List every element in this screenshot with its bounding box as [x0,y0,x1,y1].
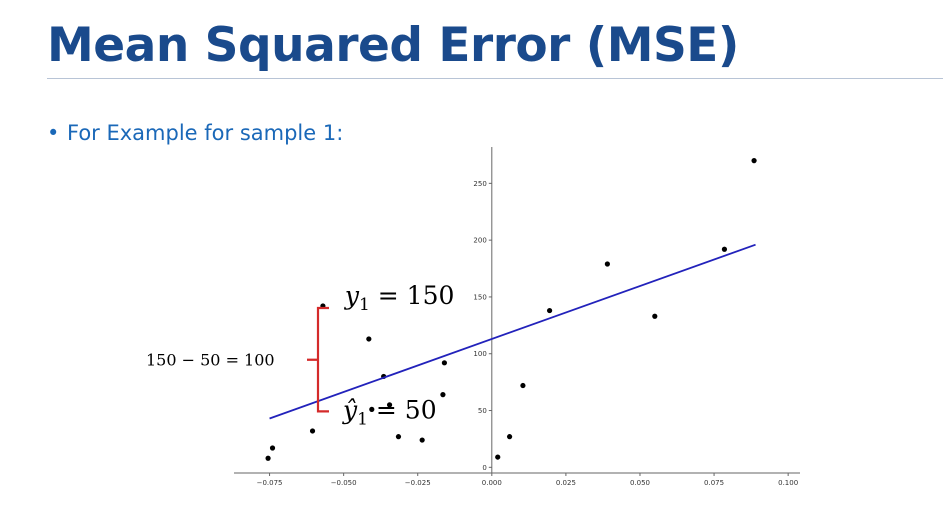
data-point [652,313,658,319]
data-point [604,261,610,267]
x-tick-label: 0.025 [556,479,576,487]
y-tick-label: 100 [473,350,486,358]
actual-y-value: = 150 [370,281,455,310]
y-tick-label: 0 [482,464,486,472]
y-tick-label: 250 [473,180,486,188]
x-tick-label: 0.000 [482,479,502,487]
predicted-value-label: ŷ1 = 50 [342,395,437,429]
y-tick-label: 200 [473,237,486,245]
y-tick-label: 50 [478,407,487,415]
x-tick-label: 0.050 [630,479,650,487]
plot-axes: −0.075 −0.050 −0.025 0.000 0.025 0.050 0.075 0.… [234,147,800,487]
predicted-y-symbol: ŷ [342,395,358,424]
actual-y-symbol: y [344,281,360,310]
data-point [546,307,553,314]
x-tick-label: 0.075 [704,479,724,487]
regression-line-group [269,243,756,420]
x-tick-label: −0.075 [257,479,283,487]
data-point [395,434,402,440]
data-point [419,437,425,443]
x-tick-label: 0.100 [778,479,798,487]
regression-line [269,243,756,420]
data-point [309,428,316,434]
data-point [441,360,447,366]
slide-title: Mean Squared Error (MSE) [47,18,739,73]
annotation-group: y1 = 150 ŷ1 = 50 150 − 50 = 100 [146,281,454,429]
predicted-y-value: = 50 [368,395,437,424]
x-tick-label: −0.050 [331,479,357,487]
difference-label: 150 − 50 = 100 [146,351,275,370]
data-point [721,246,728,252]
data-point [440,392,446,398]
data-point [386,402,393,408]
x-tick-label: −0.025 [405,479,431,487]
difference-bracket [307,306,329,413]
actual-value-label: y1 = 150 [344,281,455,315]
data-point [520,382,526,389]
data-point [751,158,757,164]
data-points [265,158,757,461]
bullet-dot-icon: • [47,121,60,145]
data-point [265,455,271,461]
bullet-item: • For Example for sample 1: [47,121,343,145]
actual-y-subscript: 1 [359,295,370,315]
data-point [366,336,372,342]
data-point [506,434,513,440]
data-point [369,406,375,412]
bullet-text: For Example for sample 1: [67,121,344,145]
title-underline [47,78,943,79]
data-point [269,445,276,451]
predicted-y-subscript: 1 [357,409,368,429]
y-tick-label: 150 [473,293,486,301]
data-point [495,454,501,460]
